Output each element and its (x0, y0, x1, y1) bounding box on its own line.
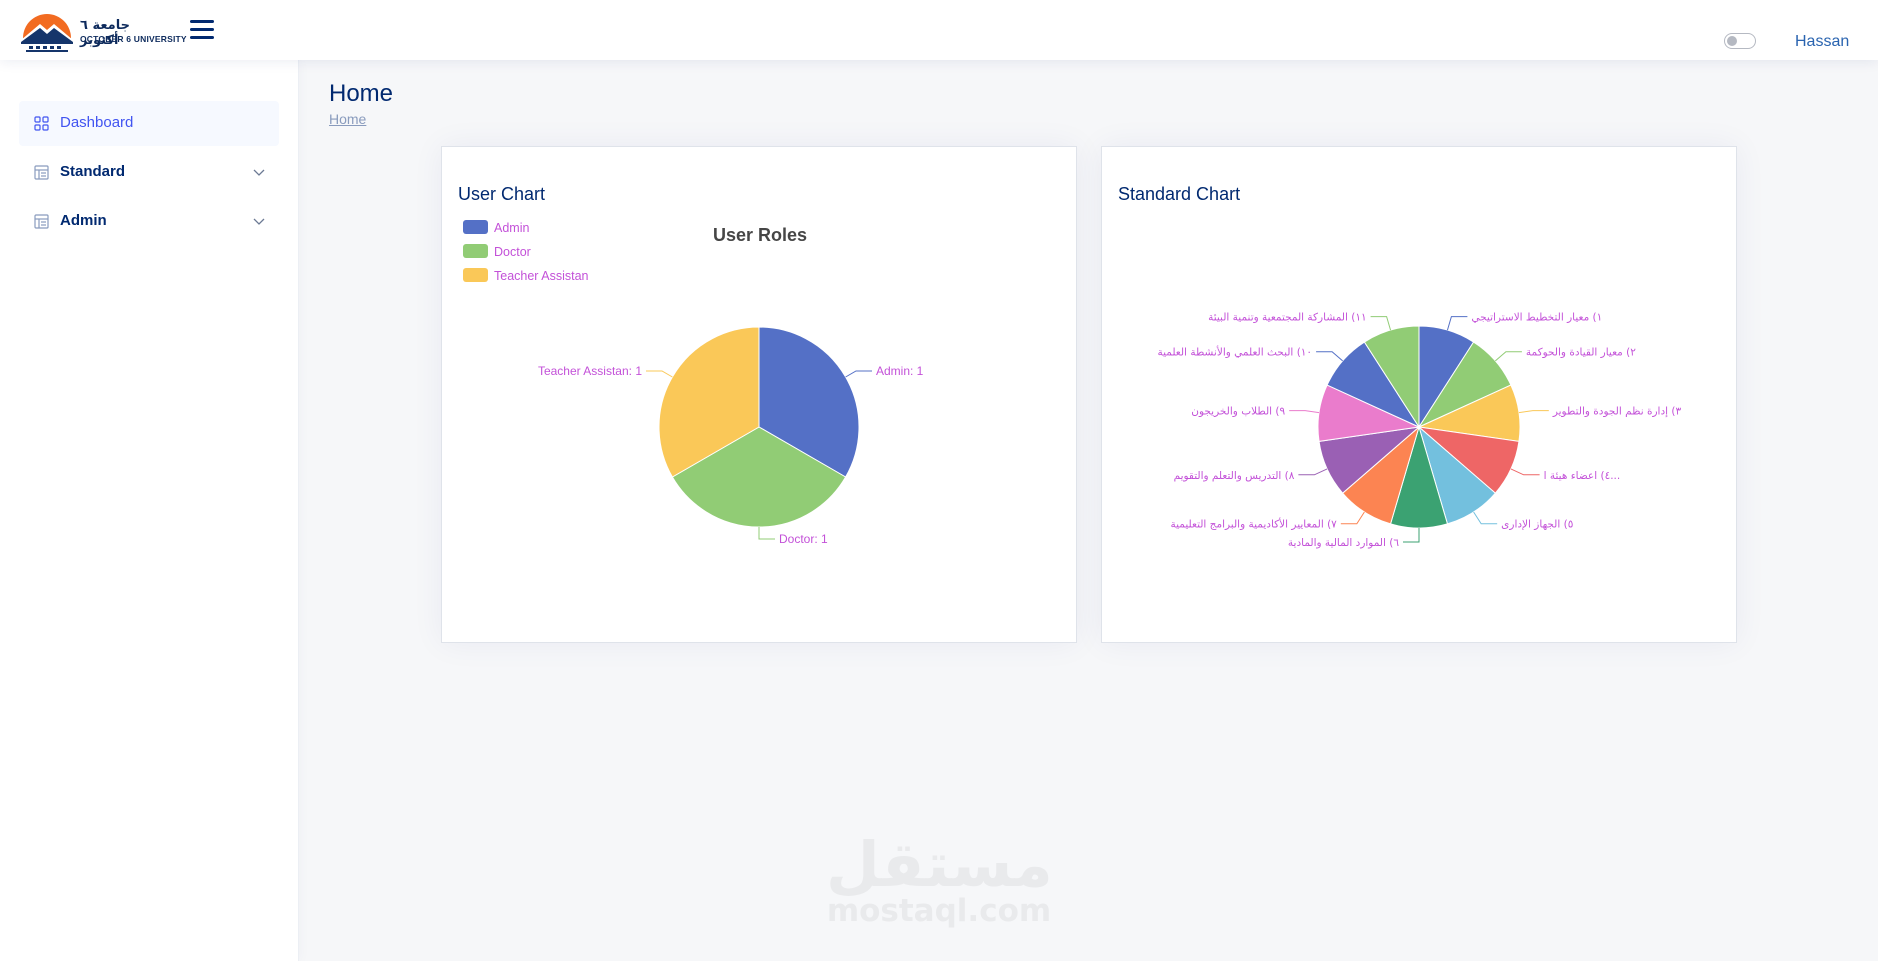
data-label: ٩) الطلاب والخريجون (1191, 406, 1285, 418)
sidebar-item-admin[interactable]: Admin (19, 199, 279, 244)
label-line (845, 370, 872, 378)
user-profile-link[interactable]: Hassan (1795, 33, 1850, 50)
data-label: Teacher Assistan: 1 (538, 364, 642, 378)
label-line (1340, 511, 1365, 525)
top-header: جامعة ٦ أكتوبر OCTOBER 6 UNIVERSITY Hass… (0, 0, 1878, 60)
user-roles-pie-chart: User Roles Admin Doctor Teacher Assistan Adm… (463, 220, 924, 546)
label-line (1495, 351, 1522, 362)
logo-english-text: OCTOBER 6 UNIVERSITY (80, 34, 187, 44)
menu-toggle-icon[interactable] (190, 19, 214, 39)
legend-label[interactable]: Teacher Assistan (494, 269, 589, 283)
label-line (758, 527, 775, 540)
data-label: ٨) التدريس والتعلم والتقويم (1174, 470, 1295, 482)
chevron-down-icon (253, 218, 265, 225)
list-icon (34, 165, 49, 180)
data-label: ١١) المشاركة المجتمعية وتنمية البيئة (1208, 312, 1367, 324)
legend-swatch[interactable] (463, 220, 488, 234)
watermark-english: mostaql.com (826, 893, 1052, 929)
data-label: Admin: 1 (876, 364, 924, 378)
label-line (1510, 468, 1540, 476)
legend-label[interactable]: Admin (494, 221, 529, 235)
pie-slice[interactable] (1363, 325, 1420, 429)
sidebar-item-label: Dashboard (60, 114, 134, 131)
chart-title: User Roles (713, 225, 807, 245)
label-line (1518, 410, 1549, 414)
label-line (1446, 316, 1468, 331)
data-label: ٦) الموارد المالية والمادية (1288, 537, 1399, 549)
label-line (1473, 511, 1498, 525)
legend-swatch[interactable] (463, 268, 488, 282)
list-icon (34, 214, 49, 229)
watermark-arabic: مستقل (826, 828, 1055, 901)
grid-icon (34, 116, 49, 131)
logo-arabic-text: جامعة ٦ أكتوبر (80, 18, 130, 48)
label-line (646, 370, 673, 378)
data-label: Doctor: 1 (779, 532, 828, 546)
label-line (1370, 316, 1392, 331)
data-label: ٧) المعايير الأكاديمية والبرامج التعليمي… (1170, 518, 1337, 531)
card-title: Standard Chart (1118, 184, 1241, 204)
sidebar-item-dashboard[interactable]: Dashboard (19, 101, 279, 146)
logo-emblem-icon (21, 14, 73, 52)
data-label: ٣) إدارة نظم الجودة والتطوير (1552, 406, 1682, 418)
label-line (1289, 410, 1320, 414)
data-label: ١٠) البحث العلمي والأنشطة العلمية (1157, 346, 1312, 359)
label-line (1403, 528, 1420, 543)
sidebar: Dashboard Standard Admin (0, 60, 299, 961)
standard-chart-card: Standard Chart ١) معيار التخطيط الاسترات… (1101, 146, 1737, 643)
page-title: Home (329, 80, 394, 107)
data-label: ١) معيار التخطيط الاستراتيجي (1471, 312, 1602, 324)
data-label: ٥) الجهاز الإدارى (1501, 519, 1573, 531)
data-label: ٤) اعضاء هيئة ا... (1544, 470, 1621, 482)
watermark: مستقل mostaql.com (826, 828, 1055, 929)
university-logo[interactable]: جامعة ٦ أكتوبر OCTOBER 6 UNIVERSITY (20, 8, 187, 54)
user-chart-card: User Chart User Roles Admin Doctor Teacher … (441, 146, 1077, 643)
theme-toggle-switch[interactable] (1724, 33, 1756, 49)
breadcrumb-home-link[interactable]: Home (329, 111, 367, 127)
data-label: ٢) معيار القيادة والحوكمة (1526, 347, 1636, 359)
chevron-down-icon (253, 169, 265, 176)
standard-pie-chart: ١) معيار التخطيط الاستراتيجي ٢) معيار الق… (1157, 312, 1682, 549)
card-title: User Chart (458, 184, 546, 204)
sidebar-item-standard[interactable]: Standard (19, 150, 279, 195)
legend-label[interactable]: Doctor (494, 245, 531, 259)
legend-swatch[interactable] (463, 244, 488, 258)
label-line (1316, 351, 1343, 362)
toggle-knob (1727, 36, 1737, 46)
label-line (1298, 468, 1328, 476)
sidebar-item-label: Standard (60, 163, 126, 180)
sidebar-item-label: Admin (60, 212, 107, 229)
